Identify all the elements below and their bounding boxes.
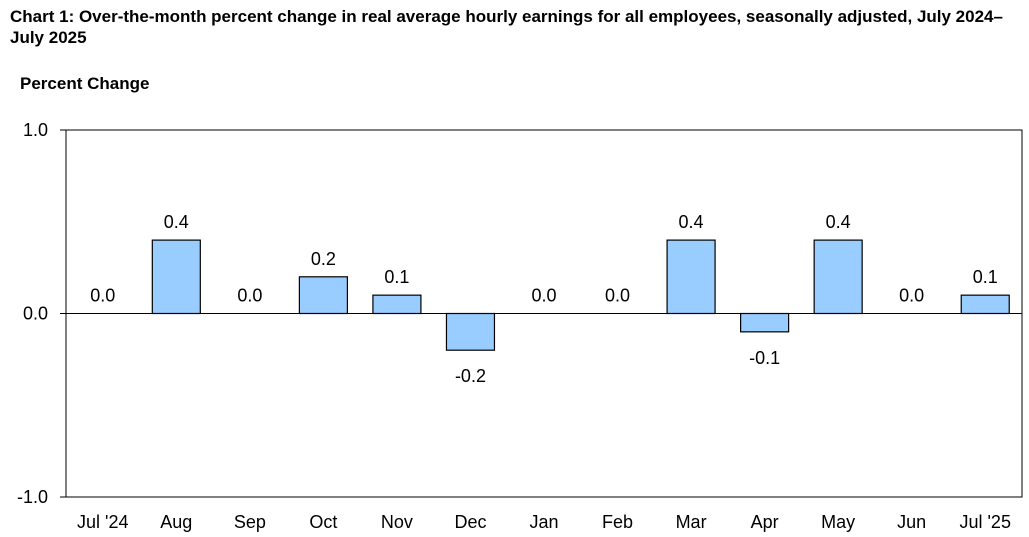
data-label-11: 0.0 xyxy=(899,286,924,306)
bar-1 xyxy=(151,239,201,315)
value-labels-layer: 0.0 0.4 0.0 0.2 0.1 -0.2 0.0 0.0 0.4 -0.1 0.4 0.0 0.… xyxy=(90,212,997,386)
x-tick-label-4: Nov xyxy=(381,512,413,532)
bar-9 xyxy=(740,312,790,333)
data-label-12: 0.1 xyxy=(973,267,998,287)
data-label-0: 0.0 xyxy=(90,286,115,306)
y-axis-ticks: 1.0 0.0 -1.0 xyxy=(17,120,66,507)
bar-8 xyxy=(666,239,716,315)
bar-3 xyxy=(298,276,348,315)
data-label-7: 0.0 xyxy=(605,286,630,306)
data-label-1: 0.4 xyxy=(164,212,189,232)
data-label-8: 0.4 xyxy=(679,212,704,232)
x-tick-label-11: Jun xyxy=(897,512,926,532)
x-tick-label-12: Jul '25 xyxy=(959,512,1010,532)
bars-layer xyxy=(151,239,1010,351)
x-tick-label-10: May xyxy=(821,512,855,532)
bar-4 xyxy=(372,294,422,315)
data-label-4: 0.1 xyxy=(384,267,409,287)
x-tick-label-8: Mar xyxy=(676,512,707,532)
bar-5 xyxy=(445,312,496,351)
data-label-2: 0.0 xyxy=(237,286,262,306)
x-tick-label-1: Aug xyxy=(160,512,192,532)
x-axis-ticks: Jul '24 Aug Sep Oct Nov Dec Jan Feb Mar Apr May Jun… xyxy=(77,512,1011,532)
y-tick-label-2: -1.0 xyxy=(17,487,48,507)
data-label-10: 0.4 xyxy=(826,212,851,232)
data-label-5: -0.2 xyxy=(455,366,486,386)
data-label-9: -0.1 xyxy=(749,348,780,368)
bar-10 xyxy=(813,239,863,315)
y-axis-title: Percent Change xyxy=(20,74,150,93)
x-tick-label-2: Sep xyxy=(234,512,266,532)
x-tick-label-7: Feb xyxy=(602,512,633,532)
x-tick-label-9: Apr xyxy=(751,512,779,532)
x-tick-label-0: Jul '24 xyxy=(77,512,128,532)
y-tick-label-0: 1.0 xyxy=(23,120,48,140)
data-label-3: 0.2 xyxy=(311,249,336,269)
data-label-6: 0.0 xyxy=(531,286,556,306)
bar-12 xyxy=(960,294,1010,315)
x-tick-label-6: Jan xyxy=(529,512,558,532)
x-tick-label-3: Oct xyxy=(309,512,337,532)
chart-title: Chart 1: Over-the-month percent change i… xyxy=(10,7,1003,47)
y-tick-label-1: 0.0 xyxy=(23,304,48,324)
x-tick-label-5: Dec xyxy=(454,512,486,532)
